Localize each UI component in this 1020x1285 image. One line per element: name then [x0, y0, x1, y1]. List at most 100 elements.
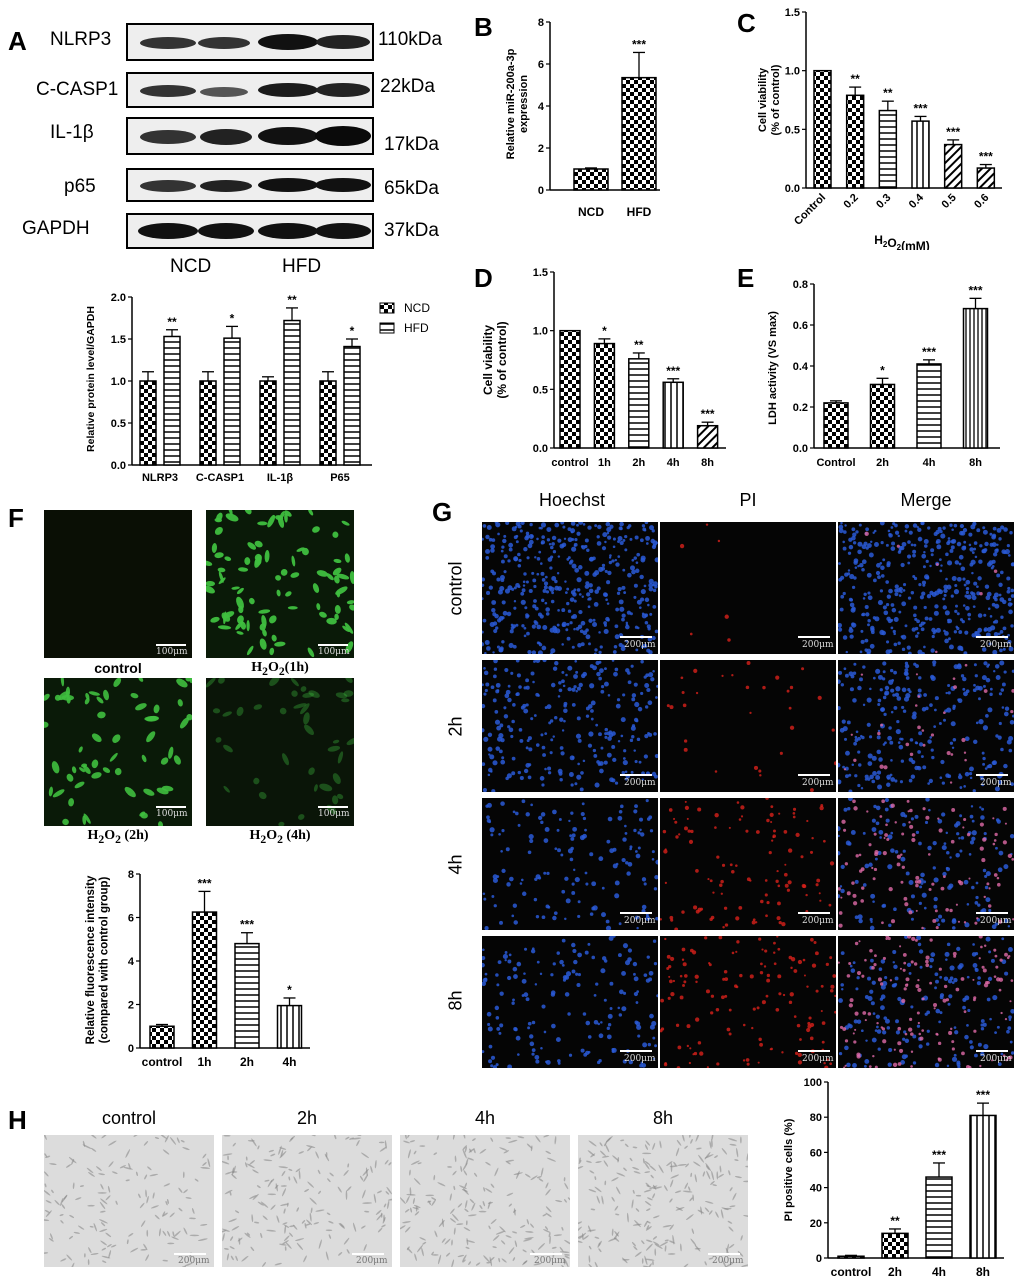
- nucleus-mark: [488, 1059, 493, 1064]
- pi-mark: [892, 1062, 898, 1068]
- nucleus-mark: [947, 978, 953, 984]
- cell-mark: [336, 573, 350, 580]
- pi-mark: [933, 1007, 936, 1010]
- nucleus-mark: [914, 814, 919, 819]
- pi-mark: [660, 998, 664, 1003]
- nucleus-mark: [656, 994, 658, 998]
- nucleus-mark: [916, 525, 920, 529]
- cell-mark: [555, 1199, 563, 1203]
- cell-mark: [425, 1194, 435, 1197]
- nucleus-mark: [482, 524, 487, 528]
- y-axis-label: (% of control): [495, 321, 509, 398]
- nucleus-mark: [653, 962, 658, 966]
- nucleus-mark: [496, 645, 500, 649]
- cell-mark: [44, 1252, 49, 1254]
- pi-mark: [739, 973, 743, 978]
- cell-mark: [217, 567, 226, 573]
- cell-mark: [578, 1235, 583, 1241]
- cell-mark: [690, 1238, 697, 1246]
- cell-mark: [284, 1224, 290, 1228]
- nucleus-mark: [893, 705, 898, 710]
- significance-label: **: [850, 72, 860, 86]
- nucleus-mark: [554, 626, 558, 630]
- bar: [837, 1255, 865, 1259]
- cell-mark: [644, 1200, 652, 1206]
- nucleus-mark: [1000, 525, 1005, 530]
- g-row-4h: 4h: [445, 854, 466, 875]
- cell-mark: [304, 1188, 309, 1193]
- nucleus-mark: [958, 837, 961, 840]
- nucleus-mark: [554, 522, 560, 528]
- nucleus-mark: [643, 754, 649, 759]
- nucleus-mark: [895, 1019, 899, 1024]
- cell-mark: [229, 1246, 235, 1250]
- cell-mark: [278, 1145, 282, 1155]
- nucleus-mark: [561, 729, 565, 732]
- nucleus-mark: [520, 599, 526, 605]
- cell-mark: [312, 526, 320, 533]
- nucleus-mark: [983, 613, 987, 617]
- cell-mark: [107, 1185, 111, 1193]
- nucleus-mark: [629, 537, 633, 541]
- nucleus-mark: [928, 808, 931, 812]
- y-tick-label: 2.0: [111, 292, 126, 304]
- pi-mark: [937, 817, 940, 820]
- nucleus-mark: [503, 554, 508, 559]
- nucleus-mark: [962, 1005, 966, 1010]
- nucleus-mark: [951, 575, 957, 581]
- cell-mark: [290, 678, 299, 687]
- nucleus-mark: [1001, 937, 1005, 941]
- nucleus-mark: [563, 708, 568, 714]
- cell-mark: [66, 773, 74, 782]
- cell-mark: [417, 1244, 423, 1253]
- nucleus-mark: [591, 881, 597, 887]
- significance-label: ***: [968, 283, 982, 297]
- nucleus-mark: [607, 535, 612, 540]
- pi-mark: [761, 1000, 766, 1005]
- nucleus-mark: [842, 546, 847, 551]
- nucleus-mark: [882, 661, 887, 666]
- cell-mark: [669, 1198, 673, 1203]
- nucleus-mark: [540, 562, 543, 565]
- pi-mark: [901, 998, 906, 1004]
- nucleus-mark: [924, 544, 928, 548]
- nucleus-mark: [849, 602, 855, 608]
- significance-label: ***: [240, 918, 254, 932]
- nucleus-mark: [621, 971, 626, 976]
- nucleus-mark: [923, 550, 926, 554]
- pi-mark: [807, 1024, 812, 1029]
- pi-mark: [915, 909, 918, 912]
- cell-mark: [632, 1223, 642, 1226]
- pi-mark: [821, 1040, 825, 1044]
- nucleus-mark: [484, 926, 489, 930]
- cell-mark: [597, 1242, 601, 1248]
- cell-mark: [51, 761, 60, 774]
- cell-mark: [492, 1235, 500, 1241]
- nucleus-mark: [502, 953, 508, 960]
- pi-mark: [735, 864, 738, 867]
- cell-mark: [700, 1206, 703, 1215]
- nucleus-mark: [612, 545, 616, 549]
- nucleus-mark: [535, 743, 540, 747]
- cell-mark: [82, 1140, 86, 1148]
- nucleus-mark: [507, 725, 511, 729]
- cell-mark: [99, 1228, 108, 1232]
- nucleus-mark: [871, 827, 877, 832]
- pi-mark: [951, 1040, 955, 1044]
- nucleus-mark: [647, 637, 653, 642]
- pi-mark: [921, 926, 924, 930]
- pi-mark: [942, 998, 947, 1003]
- nucleus-mark: [848, 671, 854, 677]
- cell-mark: [704, 1200, 714, 1204]
- cell-mark: [223, 744, 233, 753]
- cell-mark: [162, 1230, 167, 1236]
- pi-mark: [885, 936, 890, 938]
- nucleus-mark: [644, 705, 649, 709]
- cell-mark: [376, 1213, 383, 1221]
- pi-mark: [972, 998, 976, 1002]
- cell-mark: [559, 1246, 564, 1252]
- nucleus-mark: [567, 609, 572, 613]
- nucleus-mark: [492, 698, 497, 703]
- nucleus-mark: [869, 774, 874, 780]
- wb-kda-gapdh: 37kDa: [384, 220, 439, 241]
